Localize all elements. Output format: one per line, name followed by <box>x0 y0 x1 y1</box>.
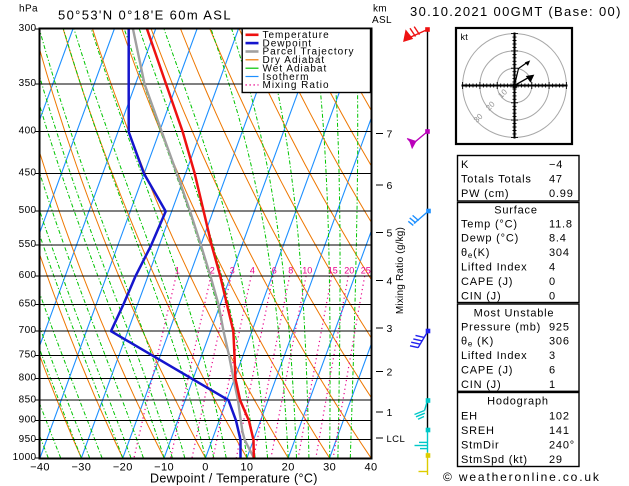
svg-text:20: 20 <box>282 462 295 474</box>
svg-text:0: 0 <box>549 276 556 288</box>
svg-text:8: 8 <box>288 266 293 276</box>
svg-text:Temperature: Temperature <box>263 30 330 41</box>
svg-text:0: 0 <box>202 462 209 474</box>
svg-text:θe(K): θe(K) <box>461 247 490 260</box>
svg-text:Dewpoint / Temperature (°C): Dewpoint / Temperature (°C) <box>150 472 318 486</box>
svg-text:ASL: ASL <box>372 15 392 26</box>
svg-text:550: 550 <box>19 239 37 250</box>
svg-text:450: 450 <box>19 168 37 179</box>
svg-text:Isotherm: Isotherm <box>263 72 310 83</box>
svg-text:Mixing Ratio: Mixing Ratio <box>263 80 330 91</box>
svg-text:11.8: 11.8 <box>549 218 573 230</box>
svg-text:6: 6 <box>549 365 556 377</box>
svg-text:20: 20 <box>344 266 354 276</box>
svg-text:8.4: 8.4 <box>549 233 567 245</box>
svg-text:Mixing Ratio (g/kg): Mixing Ratio (g/kg) <box>395 227 406 314</box>
svg-text:30: 30 <box>323 462 336 474</box>
svg-text:6: 6 <box>387 180 393 192</box>
svg-text:−10: −10 <box>154 462 174 474</box>
svg-text:10: 10 <box>240 462 253 474</box>
svg-text:Most Unstable: Most Unstable <box>474 307 555 319</box>
svg-text:km: km <box>373 4 387 15</box>
svg-text:3: 3 <box>230 266 235 276</box>
svg-text:25: 25 <box>361 266 371 276</box>
svg-text:Lifted Index: Lifted Index <box>461 350 527 362</box>
svg-text:3: 3 <box>549 350 556 362</box>
svg-text:1: 1 <box>175 266 180 276</box>
svg-text:EH: EH <box>461 411 478 423</box>
svg-text:141: 141 <box>549 425 570 437</box>
svg-text:306: 306 <box>549 336 570 348</box>
svg-text:Surface: Surface <box>494 204 538 216</box>
svg-text:SREH: SREH <box>461 425 495 437</box>
svg-text:CAPE (J): CAPE (J) <box>461 365 513 377</box>
svg-text:300: 300 <box>19 23 37 34</box>
svg-text:2: 2 <box>387 366 393 378</box>
svg-text:Dry Adiabat: Dry Adiabat <box>263 55 326 66</box>
svg-text:StmSpd (kt): StmSpd (kt) <box>461 454 528 466</box>
svg-text:Parcel Trajectory: Parcel Trajectory <box>263 47 355 58</box>
svg-text:47: 47 <box>549 173 563 185</box>
svg-text:650: 650 <box>19 299 37 310</box>
svg-text:K: K <box>461 159 469 171</box>
svg-text:2: 2 <box>210 266 215 276</box>
svg-text:4: 4 <box>549 262 556 274</box>
svg-text:Totals Totals: Totals Totals <box>461 173 532 185</box>
svg-text:304: 304 <box>549 247 570 259</box>
svg-text:950: 950 <box>19 434 37 445</box>
svg-text:102: 102 <box>549 411 570 423</box>
svg-text:900: 900 <box>19 415 37 426</box>
svg-text:−4: −4 <box>549 159 563 171</box>
svg-text:Temp (°C): Temp (°C) <box>461 218 518 230</box>
svg-text:−20: −20 <box>113 462 133 474</box>
svg-text:4: 4 <box>387 275 393 287</box>
svg-text:5: 5 <box>387 227 393 239</box>
svg-text:CIN (J): CIN (J) <box>461 290 501 302</box>
svg-text:1: 1 <box>549 379 556 391</box>
svg-text:40: 40 <box>364 462 377 474</box>
svg-text:Dewpoint: Dewpoint <box>263 38 313 49</box>
svg-text:StmDir: StmDir <box>461 439 499 451</box>
svg-text:500: 500 <box>19 205 37 216</box>
svg-text:0: 0 <box>549 290 556 302</box>
svg-text:3: 3 <box>387 323 393 335</box>
svg-text:750: 750 <box>19 350 37 361</box>
svg-text:hPa: hPa <box>19 4 38 15</box>
svg-text:1000: 1000 <box>13 452 37 463</box>
svg-text:−40: −40 <box>30 462 50 474</box>
svg-text:600: 600 <box>19 270 37 281</box>
svg-text:CIN (J): CIN (J) <box>461 379 501 391</box>
svg-text:800: 800 <box>19 373 37 384</box>
svg-text:29: 29 <box>549 454 563 466</box>
svg-text:−30: −30 <box>71 462 91 474</box>
svg-text:30.10.2021 00GMT (Base: 00): 30.10.2021 00GMT (Base: 00) <box>410 4 622 19</box>
svg-text:7: 7 <box>387 128 393 140</box>
svg-text:Hodograph: Hodograph <box>487 395 549 407</box>
svg-text:© weatheronline.co.uk: © weatheronline.co.uk <box>443 470 601 484</box>
svg-text:925: 925 <box>549 321 570 333</box>
svg-text:4: 4 <box>250 266 255 276</box>
svg-text:350: 350 <box>19 78 37 89</box>
svg-text:PW (cm): PW (cm) <box>461 188 509 200</box>
svg-text:700: 700 <box>19 325 37 336</box>
svg-text:kt: kt <box>461 32 469 42</box>
svg-text:LCL: LCL <box>387 434 406 445</box>
svg-text:Wet Adiabat: Wet Adiabat <box>263 63 328 74</box>
svg-text:θe (K): θe (K) <box>461 336 494 349</box>
svg-text:10: 10 <box>302 266 312 276</box>
svg-text:850: 850 <box>19 394 37 405</box>
svg-text:0.99: 0.99 <box>549 188 574 200</box>
svg-text:Dewp (°C): Dewp (°C) <box>461 233 519 245</box>
svg-text:400: 400 <box>19 126 37 137</box>
svg-text:240°: 240° <box>549 439 575 451</box>
svg-text:15: 15 <box>328 266 338 276</box>
svg-text:50°53'N 0°18'E 60m ASL: 50°53'N 0°18'E 60m ASL <box>58 8 232 23</box>
svg-text:6: 6 <box>272 266 277 276</box>
svg-text:1: 1 <box>387 407 393 419</box>
svg-text:Pressure (mb): Pressure (mb) <box>461 321 541 333</box>
svg-text:Lifted Index: Lifted Index <box>461 262 527 274</box>
svg-text:CAPE (J): CAPE (J) <box>461 276 513 288</box>
